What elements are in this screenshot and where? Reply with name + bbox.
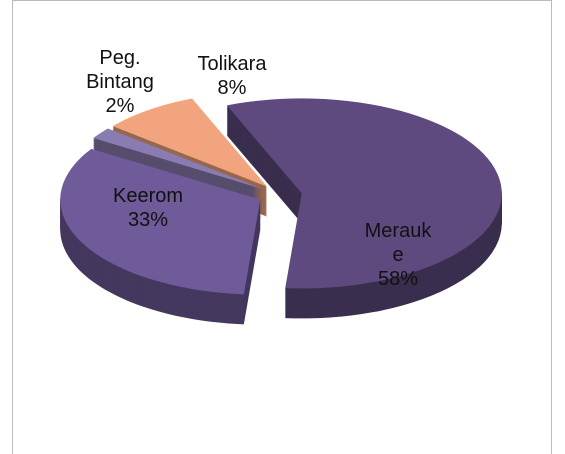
- category-label: Tolikara: [197, 53, 267, 75]
- category-label: Keerom: [112, 185, 184, 207]
- percent-label: 58%: [377, 268, 419, 290]
- slice: [226, 98, 502, 289]
- data-label: Tolikara 8%: [177, 52, 287, 100]
- slice: [60, 148, 261, 295]
- percent-label: 2%: [105, 95, 135, 117]
- slice: [93, 128, 263, 189]
- slice: [112, 98, 267, 187]
- data-label: Peg. Bintang 2%: [65, 46, 175, 118]
- chart-frame: [12, 0, 552, 454]
- category-label: Peg. Bintang: [86, 47, 154, 93]
- percent-label: 8%: [217, 77, 247, 99]
- category-label: Merauke: [364, 220, 432, 266]
- data-label: Merauke 58%: [353, 219, 443, 291]
- data-label: Keerom 33%: [93, 184, 203, 232]
- percent-label: 33%: [127, 209, 169, 231]
